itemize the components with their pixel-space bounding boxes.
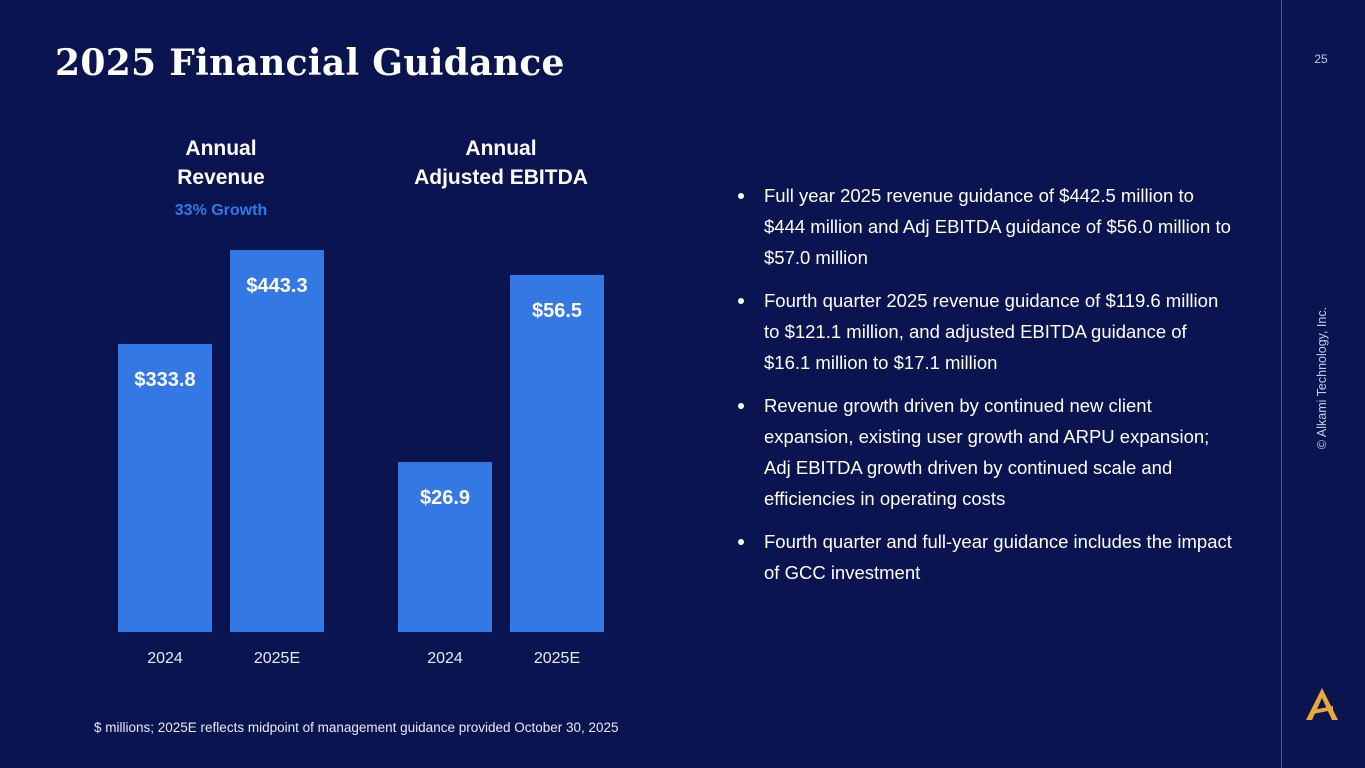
chart-title-line: Revenue bbox=[177, 166, 265, 189]
bullet-text: Fourth quarter and full-year guidance in… bbox=[764, 531, 1232, 583]
bar-2025e bbox=[510, 275, 604, 632]
chart-title-line: Adjusted EBITDA bbox=[414, 166, 588, 189]
bullet-dot-icon bbox=[738, 298, 744, 304]
bullet-item: Fourth quarter and full-year guidance in… bbox=[738, 526, 1238, 588]
bar-value-label: $333.8 bbox=[134, 369, 196, 391]
bullet-text: Fourth quarter 2025 revenue guidance of … bbox=[764, 290, 1219, 373]
copyright-text: © Alkami Technology, Inc. bbox=[1315, 306, 1329, 450]
side-divider bbox=[1281, 0, 1282, 768]
bar-2024 bbox=[398, 462, 492, 632]
alkami-a-logo-icon bbox=[1306, 688, 1338, 720]
page-number: 25 bbox=[1314, 52, 1328, 66]
bar-value-label: $26.9 bbox=[419, 487, 471, 509]
growth-subtitle: 33% Growth bbox=[174, 202, 268, 219]
guidance-bullet-list: Full year 2025 revenue guidance of $442.… bbox=[738, 180, 1238, 600]
page-title: 2025 Financial Guidance bbox=[55, 42, 565, 84]
category-label: 2025E bbox=[253, 650, 301, 667]
bar-value-label: $443.3 bbox=[246, 275, 308, 297]
bullet-text: Full year 2025 revenue guidance of $442.… bbox=[764, 185, 1231, 268]
chart-title-2: Annual Adjusted EBITDA bbox=[338, 134, 664, 192]
bullet-dot-icon bbox=[738, 539, 744, 545]
guidance-bar-charts: Annual Revenue 33% Growth $333.8 2024 $443.3 2… bbox=[90, 120, 650, 680]
category-label: 2025E bbox=[533, 650, 581, 667]
category-label: 2024 bbox=[427, 650, 463, 667]
bullet-dot-icon bbox=[738, 403, 744, 409]
bullet-item: Fourth quarter 2025 revenue guidance of … bbox=[738, 285, 1238, 378]
bullet-item: Full year 2025 revenue guidance of $442.… bbox=[738, 180, 1238, 273]
bullet-item: Revenue growth driven by continued new c… bbox=[738, 390, 1238, 514]
chart-title-line: Annual bbox=[465, 137, 537, 160]
chart-title-line: Annual bbox=[185, 137, 257, 160]
bar-value-label: $56.5 bbox=[531, 300, 583, 322]
bar-2025e bbox=[230, 250, 324, 632]
bullet-dot-icon bbox=[738, 193, 744, 199]
chart-title-1: Annual Revenue bbox=[58, 134, 384, 192]
footnote: $ millions; 2025E reflects midpoint of m… bbox=[94, 720, 619, 735]
category-label: 2024 bbox=[147, 650, 183, 667]
bullet-text: Revenue growth driven by continued new c… bbox=[764, 395, 1210, 509]
bar-2024 bbox=[118, 344, 212, 632]
